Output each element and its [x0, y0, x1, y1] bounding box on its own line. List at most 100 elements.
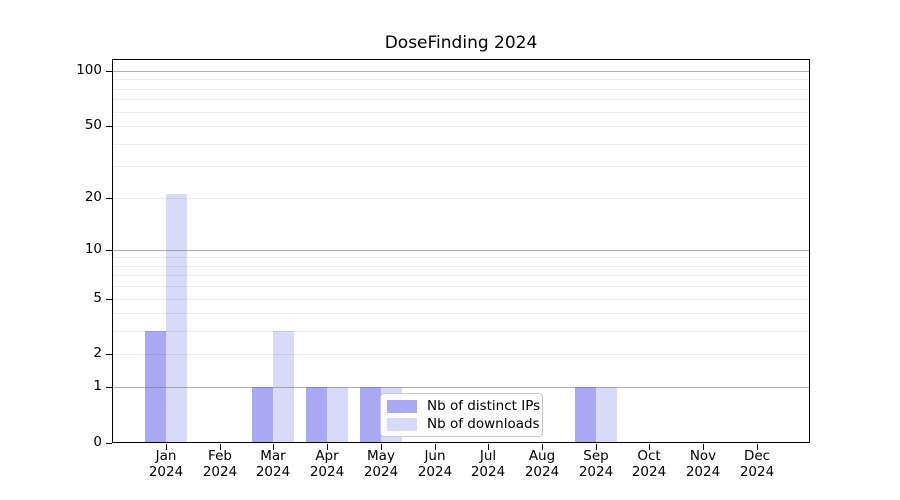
x-tick-mark: [435, 444, 436, 450]
gridline: [113, 286, 809, 287]
x-tick-month: Dec: [743, 448, 771, 464]
x-tick-year: 2024: [685, 464, 721, 480]
y-tick-label: 0: [93, 434, 102, 450]
x-tick-label: May 2024: [351, 448, 411, 480]
x-tick-month: Nov: [689, 448, 717, 464]
y-tick-mark: [106, 299, 112, 300]
y-tick-mark: [106, 443, 112, 444]
gridline: [113, 99, 809, 100]
y-tick-label: 20: [84, 189, 102, 205]
x-tick-year: 2024: [739, 464, 775, 480]
gridline: [113, 79, 809, 80]
gridline: [113, 89, 809, 90]
x-tick-label: Aug 2024: [512, 448, 572, 480]
gridline: [113, 299, 809, 300]
x-tick-year: 2024: [202, 464, 238, 480]
x-tick-year: 2024: [363, 464, 399, 480]
x-tick-month: Oct: [637, 448, 661, 464]
y-tick-label: 50: [84, 117, 102, 133]
gridline: [113, 198, 809, 199]
gridline: [113, 144, 809, 145]
x-tick-year: 2024: [148, 464, 184, 480]
x-tick-label: Jun 2024: [405, 448, 465, 480]
x-tick-month: May: [367, 448, 395, 464]
x-tick-month: Mar: [260, 448, 286, 464]
gridline: [113, 266, 809, 267]
x-tick-mark: [649, 444, 650, 450]
x-tick-year: 2024: [417, 464, 453, 480]
x-tick-month: Jun: [424, 448, 446, 464]
bar-ips-apr: [306, 387, 328, 442]
x-tick-month: Feb: [208, 448, 232, 464]
x-tick-mark: [381, 444, 382, 450]
bar-downloads-sep: [595, 387, 617, 442]
x-tick-month: Aug: [528, 448, 556, 464]
bar-downloads-apr: [327, 387, 349, 442]
y-tick-label: 5: [93, 290, 102, 306]
x-tick-year: 2024: [631, 464, 667, 480]
x-tick-label: Mar 2024: [243, 448, 303, 480]
x-tick-mark: [703, 444, 704, 450]
x-tick-mark: [542, 444, 543, 450]
x-tick-label: Feb 2024: [190, 448, 250, 480]
x-tick-label: Oct 2024: [619, 448, 679, 480]
bar-ips-mar: [252, 387, 274, 442]
x-tick-mark: [166, 444, 167, 450]
x-tick-month: Sep: [583, 448, 609, 464]
legend-swatch: [387, 399, 417, 413]
y-tick-mark: [106, 71, 112, 72]
x-tick-label: Jul 2024: [458, 448, 518, 480]
gridline: [113, 313, 809, 314]
bar-downloads-mar: [273, 331, 295, 442]
gridline: [113, 126, 809, 127]
x-tick-mark: [273, 444, 274, 450]
gridline: [113, 250, 809, 251]
bar-downloads-jan: [166, 193, 187, 442]
gridline: [113, 166, 809, 167]
y-tick-mark: [106, 198, 112, 199]
plot-border: [112, 59, 810, 443]
legend: Nb of distinct IPs Nb of downloads: [380, 393, 543, 437]
bar-ips-jan: [145, 331, 166, 442]
y-tick-mark: [106, 126, 112, 127]
y-tick-label: 2: [93, 345, 102, 361]
bar-ips-sep: [574, 387, 596, 442]
x-tick-year: 2024: [309, 464, 345, 480]
x-tick-month: Jan: [155, 448, 177, 464]
chart-title: DoseFinding 2024: [384, 33, 538, 53]
legend-row: Nb of distinct IPs: [387, 398, 540, 414]
y-tick-label: 1: [93, 378, 102, 394]
x-tick-year: 2024: [470, 464, 506, 480]
gridline: [113, 275, 809, 276]
legend-swatch: [387, 417, 417, 431]
x-tick-mark: [220, 444, 221, 450]
x-tick-month: Jul: [479, 448, 497, 464]
y-tick-mark: [106, 354, 112, 355]
gridline: [113, 354, 809, 355]
bar-ips-may: [359, 387, 381, 442]
y-tick-label: 10: [84, 241, 102, 257]
gridline: [113, 331, 809, 332]
x-tick-mark: [488, 444, 489, 450]
x-tick-label: Jan 2024: [136, 448, 196, 480]
y-tick-label: 100: [76, 62, 102, 78]
x-tick-mark: [327, 444, 328, 450]
y-tick-mark: [106, 250, 112, 251]
legend-row: Nb of downloads: [387, 416, 540, 432]
legend-label: Nb of downloads: [427, 416, 540, 432]
x-tick-month: Apr: [315, 448, 339, 464]
y-tick-mark: [106, 387, 112, 388]
x-tick-label: Apr 2024: [297, 448, 357, 480]
gridline: [113, 257, 809, 258]
x-tick-mark: [596, 444, 597, 450]
gridline: [113, 71, 809, 72]
x-tick-year: 2024: [578, 464, 614, 480]
x-tick-label: Nov 2024: [673, 448, 733, 480]
gridline: [113, 387, 809, 388]
x-tick-label: Sep 2024: [566, 448, 626, 480]
x-tick-mark: [757, 444, 758, 450]
legend-label: Nb of distinct IPs: [427, 398, 541, 414]
gridline: [113, 112, 809, 113]
x-tick-year: 2024: [255, 464, 291, 480]
